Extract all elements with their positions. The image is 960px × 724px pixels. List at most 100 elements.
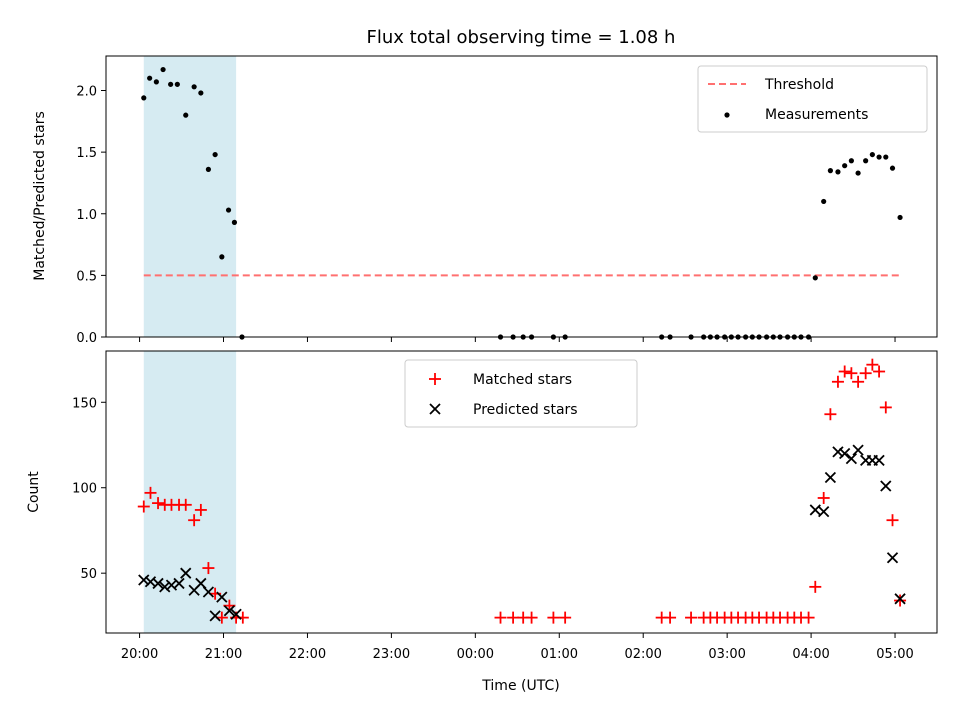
top-y-ticks: 0.0 0.5 1.0 1.5 2.0 — [76, 85, 106, 346]
matched-star-point — [817, 491, 830, 504]
matched-star-point — [685, 611, 698, 624]
measurement-point — [876, 154, 882, 160]
predicted-star-point — [809, 504, 821, 516]
y-tick-label: 0.5 — [76, 269, 97, 284]
matched-star-point — [831, 375, 844, 388]
matched-star-point — [886, 514, 899, 527]
top-y-axis-label: Matched/Predicted stars — [32, 111, 48, 281]
measurement-point — [821, 198, 827, 205]
measurement-point — [231, 219, 238, 225]
measurement-point — [174, 81, 180, 87]
x-tick-label: 20:00 — [121, 647, 158, 662]
predicted-star-point — [223, 605, 236, 617]
x-tick-label: 05:00 — [876, 647, 913, 662]
measurement-point — [205, 166, 212, 172]
measurement-point — [160, 66, 166, 73]
legend-matched-swatch — [429, 373, 441, 385]
predicted-star-point — [202, 586, 215, 598]
bottom-panel: 50 100 150 20:00 21:00 22:00 23:00 00:00 01:00 0… — [26, 350, 938, 694]
predicted-star-point — [818, 506, 830, 518]
matched-star-point — [824, 408, 837, 421]
measurement-point — [168, 81, 174, 87]
bottom-legend-box — [404, 359, 638, 428]
legend-predicted-swatch — [429, 403, 441, 415]
predicted-star-point — [845, 453, 858, 465]
measurement-point — [883, 154, 889, 160]
measurement-point — [835, 169, 841, 175]
predicted-star-point — [230, 608, 242, 620]
matched-star-point — [188, 514, 201, 527]
x-tick-label: 04:00 — [792, 647, 829, 662]
matched-star-point — [873, 365, 886, 378]
matched-star-point — [179, 498, 192, 511]
top-highlight-layer — [143, 56, 237, 337]
observing-time-span — [143, 56, 237, 337]
x-axis-label: Time (UTC) — [481, 678, 559, 694]
measurement-point — [225, 207, 232, 213]
matched-star-point — [152, 497, 165, 510]
matched-star-point — [838, 365, 851, 378]
matched-star-point — [664, 611, 677, 624]
matched-star-point — [866, 358, 879, 371]
bottom-legend: Matched stars Predicted stars — [404, 359, 638, 428]
measurement-point — [191, 84, 197, 90]
x-tick-label: 00:00 — [457, 647, 494, 662]
matched-star-point — [879, 401, 892, 414]
matched-star-point — [137, 500, 150, 513]
predicted-star-point — [216, 591, 228, 603]
measurement-point — [812, 275, 818, 281]
legend-predicted-label: Predicted stars — [473, 402, 578, 418]
matched-star-point — [202, 562, 215, 575]
bottom-x-ticks: 20:00 21:00 22:00 23:00 00:00 01:00 02:00 03:00… — [121, 633, 914, 662]
y-tick-label: 150 — [72, 396, 97, 411]
matched-star-point — [809, 580, 822, 593]
measurement-point — [212, 151, 218, 158]
top-legend-box — [697, 65, 928, 133]
predicted-star-point — [824, 471, 837, 484]
predicted-star-point — [832, 446, 844, 458]
top-panel: 0.00.51.01.52.0 Matched/Predicted stars … — [32, 55, 938, 346]
matched-star-point — [559, 611, 572, 624]
x-tick-label: 03:00 — [708, 647, 745, 662]
top-legend: Threshold Measurements — [697, 65, 928, 133]
matched-star-point — [507, 611, 520, 624]
measurement-point — [827, 168, 833, 174]
measurement-point — [183, 112, 189, 118]
predicted-star-point — [152, 577, 164, 590]
top-x-ticks — [139, 337, 896, 342]
matched-star-point — [525, 611, 538, 624]
y-tick-label: 50 — [80, 567, 97, 582]
y-tick-label: 100 — [72, 482, 97, 497]
predicted-star-point — [839, 447, 851, 460]
measurement-point — [869, 151, 875, 158]
measurement-point — [889, 165, 896, 171]
bottom-matched-layer — [137, 358, 907, 624]
chart-title: Flux total observing time = 1.08 h — [367, 27, 676, 48]
y-tick-label: 0.0 — [76, 331, 97, 346]
predicted-star-point — [159, 581, 171, 593]
legend-measurements-label: Measurements — [765, 107, 868, 123]
measurement-point — [141, 95, 147, 101]
predicted-star-point — [880, 480, 892, 492]
measurement-point — [897, 214, 903, 221]
matched-star-point — [894, 594, 907, 607]
measurement-point — [219, 254, 225, 260]
predicted-star-point — [180, 567, 192, 579]
bottom-y-ticks: 50 100 150 — [72, 396, 106, 582]
observing-time-span — [143, 351, 237, 633]
measurement-point — [153, 79, 159, 85]
predicted-star-point — [173, 577, 185, 590]
x-tick-label: 23:00 — [373, 647, 410, 662]
predicted-star-point — [852, 444, 864, 456]
bottom-plot-frame — [105, 350, 938, 634]
predicted-star-point — [886, 552, 899, 564]
predicted-star-point — [873, 454, 885, 467]
matched-star-point — [494, 611, 507, 624]
measurement-point — [848, 158, 854, 164]
bottom-highlight-layer — [143, 351, 237, 633]
matched-star-point — [852, 375, 865, 388]
matched-star-point — [802, 611, 815, 624]
x-tick-label: 22:00 — [289, 647, 326, 662]
legend-threshold-label: Threshold — [764, 77, 834, 93]
